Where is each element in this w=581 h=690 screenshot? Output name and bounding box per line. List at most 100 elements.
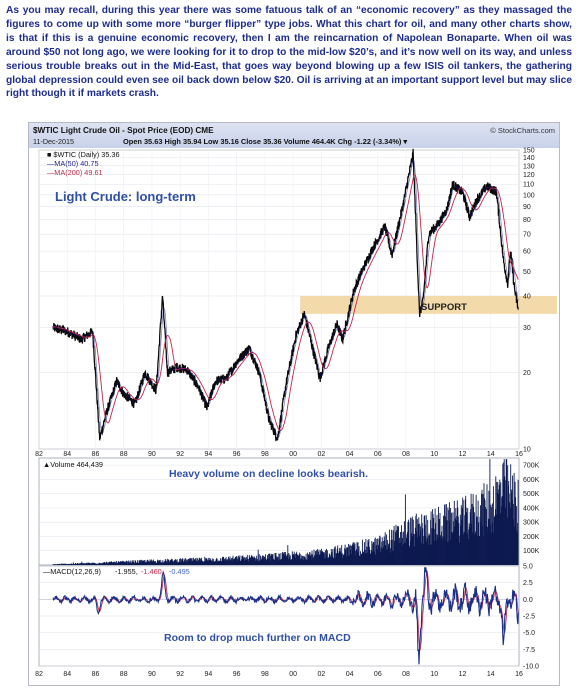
x-tick-label: 92	[176, 671, 184, 678]
x-tick-label: 10	[430, 451, 438, 458]
x-tick-label: 96	[233, 451, 241, 458]
macd-y-tick-label: 2.5	[523, 580, 533, 587]
macd-y-tick-label: 0.0	[523, 597, 533, 604]
volume-y-tick-label: 600K	[523, 477, 540, 484]
volume-y-tick-label: 300K	[523, 520, 540, 527]
x-tick-label: 02	[317, 671, 325, 678]
price-y-tick-label: 110	[523, 182, 534, 189]
price-y-tick-label: 30	[523, 325, 531, 332]
chart-date: 11-Dec-2015	[33, 137, 74, 146]
price-y-tick-label: 80	[523, 217, 531, 224]
chart-panel: $WTIC Light Crude Oil - Spot Price (EOD)…	[28, 122, 560, 686]
price-y-tick-label: 20	[523, 370, 531, 377]
x-tick-label: 08	[402, 451, 410, 458]
ma200-line	[52, 174, 519, 432]
x-tick-label: 94	[205, 671, 213, 678]
x-tick-label: 12	[459, 451, 467, 458]
x-tick-label: 82	[35, 671, 43, 678]
support-label: SUPPORT	[421, 302, 467, 313]
macd-line	[52, 567, 519, 665]
chart-header	[29, 123, 559, 148]
support-band	[300, 295, 557, 314]
x-tick-label: 96	[233, 671, 241, 678]
x-tick-label: 84	[63, 451, 71, 458]
macd-y-tick-label: -10.0	[523, 664, 539, 671]
watermark: © StockCharts.com	[490, 126, 555, 135]
price-y-tick-label: 130	[523, 163, 535, 170]
macd-annotation: Room to drop much further on MACD	[164, 632, 351, 644]
x-tick-label: 86	[92, 671, 100, 678]
volume-y-tick-label: 400K	[523, 505, 540, 512]
volume-bars	[52, 459, 519, 565]
price-y-tick-label: 150	[523, 148, 535, 155]
x-tick-label: 14	[487, 671, 495, 678]
volume-y-tick-label: 500K	[523, 491, 540, 498]
legend-main: ■ $WTIC (Daily) 35.36	[47, 150, 120, 159]
chart-title: $WTIC Light Crude Oil - Spot Price (EOD)…	[33, 126, 214, 135]
legend-ma200: —MA(200) 49.61	[47, 168, 103, 177]
x-tick-label: 06	[374, 451, 382, 458]
price-y-tick-label: 40	[523, 293, 531, 300]
legend-ma50: —MA(50) 40.75	[47, 159, 99, 168]
x-tick-label: 06	[374, 671, 382, 678]
x-tick-label: 88	[120, 671, 128, 678]
price-y-tick-label: 90	[523, 204, 531, 211]
macd-y-tick-label: 5.0	[523, 564, 533, 571]
x-tick-label: 90	[148, 451, 156, 458]
macd-legend-value: -1.955,	[115, 567, 138, 576]
ma50-line	[52, 159, 519, 438]
macd-legend-signal: -1.460,	[141, 567, 164, 576]
chart-svg: $WTIC Light Crude Oil - Spot Price (EOD)…	[29, 123, 559, 678]
x-tick-label: 98	[261, 451, 269, 458]
price-y-tick-label: 60	[523, 249, 531, 256]
macd-grid	[39, 565, 519, 667]
intro-paragraph: As you may recall, during this year ther…	[6, 5, 572, 100]
price-series-line	[52, 148, 519, 442]
x-tick-label: 84	[63, 671, 71, 678]
volume-y-tick-label: 700K	[523, 463, 540, 470]
volume-y-axis: 100K 200K 300K 400K 500K 600K 700K	[523, 463, 540, 556]
volume-panel: ▲Volume 464,439 Heavy volume on decline …	[38, 457, 540, 566]
x-tick-label: 00	[289, 671, 297, 678]
price-y-tick-label: 120	[523, 172, 535, 179]
price-y-tick-label: 50	[523, 269, 531, 276]
x-tick-label: 02	[317, 451, 325, 458]
x-tick-label: 88	[120, 451, 128, 458]
volume-y-tick-label: 200K	[523, 534, 540, 541]
x-tick-label: 92	[176, 451, 184, 458]
x-tick-label: 10	[430, 671, 438, 678]
x-tick-label: 00	[289, 451, 297, 458]
x-tick-label: 14	[487, 451, 495, 458]
x-tick-label: 04	[346, 671, 354, 678]
x-tick-label: 08	[402, 671, 410, 678]
x-tick-label: 90	[148, 671, 156, 678]
macd-y-tick-label: -5.0	[523, 630, 535, 637]
x-tick-label: 94	[205, 451, 213, 458]
macd-legend-label: —MACD(12,26,9)	[43, 567, 101, 576]
price-annotation: Light Crude: long-term	[55, 189, 196, 204]
price-y-tick-label: 10	[523, 447, 531, 454]
price-y-tick-label: 140	[523, 155, 535, 162]
volume-annotation: Heavy volume on decline looks bearish.	[169, 468, 368, 480]
price-y-tick-label: 100	[523, 192, 535, 199]
x-tick-label: 04	[346, 451, 354, 458]
macd-y-tick-label: -7.5	[523, 647, 535, 654]
macd-panel: —MACD(12,26,9) -1.955, -1.460, -0.495 Ro…	[38, 564, 539, 671]
quote-line: Open 35.63 High 35.94 Low 35.16 Close 35…	[123, 137, 407, 146]
x-tick-label: 12	[459, 671, 467, 678]
macd-y-tick-label: -2.5	[523, 614, 535, 621]
volume-y-tick-label: 100K	[523, 548, 540, 555]
price-y-tick-label: 70	[523, 232, 531, 239]
x-tick-label: 16	[515, 671, 523, 678]
volume-legend: ▲Volume 464,439	[43, 460, 103, 469]
price-panel: SUPPORT ■ $WTIC (Daily) 35.36 —MA(50) 40…	[38, 148, 557, 454]
macd-legend-hist: -0.495	[169, 567, 190, 576]
x-tick-label: 86	[92, 451, 100, 458]
macd-y-axis: 5.0 2.5 0.0 -2.5 -5.0 -7.5 -10.0	[523, 564, 539, 671]
x-axis-price: 82 84 86 88 90 92 94 96 98 00 02 04 06 08 10 12 14 16	[35, 451, 523, 458]
x-axis-macd: 82 84 86 88 90 92 94 96 98 00 02 04 06 08 10 12 14 16	[35, 671, 523, 678]
x-tick-label: 16	[515, 451, 523, 458]
x-tick-label: 82	[35, 451, 43, 458]
x-tick-label: 98	[261, 671, 269, 678]
